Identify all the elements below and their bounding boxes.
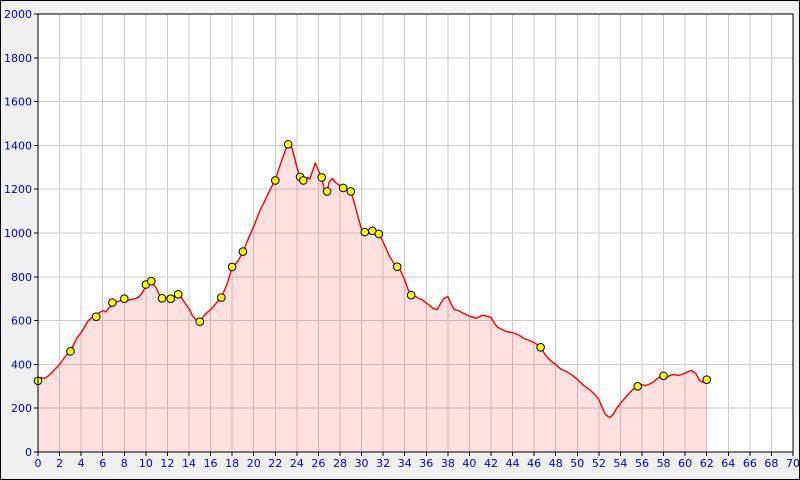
- y-axis-tick-label: 0: [25, 446, 32, 459]
- x-axis-tick-label: 38: [441, 457, 455, 470]
- x-axis-tick-label: 32: [376, 457, 390, 470]
- x-axis-tick-label: 56: [635, 457, 649, 470]
- waypoint-marker: [536, 343, 545, 352]
- waypoint-marker: [702, 375, 712, 385]
- waypoint-marker: [346, 187, 356, 196]
- x-axis-tick-label: 36: [419, 457, 433, 470]
- x-axis-tick-label: 62: [700, 457, 714, 470]
- waypoint-marker: [227, 262, 237, 272]
- x-axis-tick-label: 10: [139, 457, 153, 470]
- waypoint-marker: [338, 183, 348, 193]
- waypoint-marker: [283, 140, 293, 149]
- waypoint-marker: [217, 293, 226, 302]
- waypoint-marker: [406, 290, 416, 300]
- x-axis-tick-label: 58: [657, 457, 671, 470]
- x-axis-tick-label: 34: [398, 457, 412, 470]
- x-axis-tick-label: 24: [290, 457, 304, 470]
- x-axis-tick-label: 20: [247, 457, 261, 470]
- x-axis-tick-label: 48: [549, 457, 563, 470]
- x-axis-tick-label: 30: [355, 457, 369, 470]
- y-axis-tick-label: 1200: [4, 183, 32, 196]
- waypoint-marker: [299, 176, 308, 185]
- x-axis-tick-label: 26: [311, 457, 325, 470]
- waypoint-marker: [66, 347, 75, 356]
- x-axis-tick-label: 14: [182, 457, 196, 470]
- waypoint-markers: [33, 140, 712, 391]
- y-axis-tick-label: 2000: [4, 8, 32, 21]
- x-axis-tick-label: 28: [333, 457, 347, 470]
- x-axis-tick-label: 68: [764, 457, 778, 470]
- y-axis-tick-label: 200: [11, 402, 32, 415]
- waypoint-marker: [633, 382, 643, 391]
- x-axis-tick-label: 8: [121, 457, 128, 470]
- x-axis-tick-label: 60: [678, 457, 692, 470]
- waypoint-marker: [322, 187, 332, 196]
- waypoint-marker: [91, 312, 101, 322]
- x-axis-tick-label: 54: [613, 457, 627, 470]
- y-axis-tick-label: 1000: [4, 227, 32, 240]
- waypoint-marker: [120, 294, 129, 304]
- waypoint-marker: [317, 173, 327, 182]
- x-axis-tick-label: 70: [786, 457, 800, 470]
- x-axis-tick-label: 18: [225, 457, 239, 470]
- elevation-area-fill: [38, 144, 707, 453]
- x-axis-tick-label: 40: [462, 457, 476, 470]
- waypoint-marker: [195, 317, 205, 327]
- waypoint-marker: [108, 298, 117, 307]
- x-axis-tick-label: 0: [35, 457, 42, 470]
- y-axis-tick-label: 1400: [4, 139, 32, 152]
- x-axis-tick-label: 66: [743, 457, 757, 470]
- y-axis-tick-label: 1800: [4, 52, 32, 65]
- waypoint-marker: [238, 247, 248, 256]
- x-axis-tick-label: 22: [268, 457, 282, 470]
- x-axis-tick-label: 50: [570, 457, 584, 470]
- y-axis-tick-label: 400: [11, 358, 32, 371]
- y-axis-tick-label: 800: [11, 271, 32, 284]
- x-axis-tick-label: 16: [204, 457, 218, 470]
- x-axis-tick-label: 44: [506, 457, 520, 470]
- waypoint-marker: [392, 262, 402, 272]
- x-axis-tick-label: 42: [484, 457, 498, 470]
- x-axis-tick-label: 46: [527, 457, 541, 470]
- waypoint-marker: [173, 290, 183, 299]
- waypoint-marker: [374, 229, 384, 239]
- waypoint-marker: [271, 176, 280, 185]
- x-axis-tick-label: 12: [160, 457, 174, 470]
- waypoint-marker: [147, 276, 156, 286]
- y-axis-tick-label: 1600: [4, 96, 32, 109]
- waypoint-marker: [659, 371, 668, 381]
- axis-ticks: [34, 13, 794, 456]
- x-axis-tick-label: 6: [99, 457, 106, 470]
- waypoint-marker: [157, 294, 167, 303]
- waypoint-marker: [360, 227, 370, 237]
- y-axis-tick-label: 600: [11, 315, 32, 328]
- x-axis-tick-label: 4: [78, 457, 85, 470]
- x-axis-tick-label: 64: [721, 457, 735, 470]
- x-axis-tick-label: 52: [592, 457, 606, 470]
- x-axis-tick-label: 2: [56, 457, 63, 470]
- waypoint-marker: [166, 294, 175, 304]
